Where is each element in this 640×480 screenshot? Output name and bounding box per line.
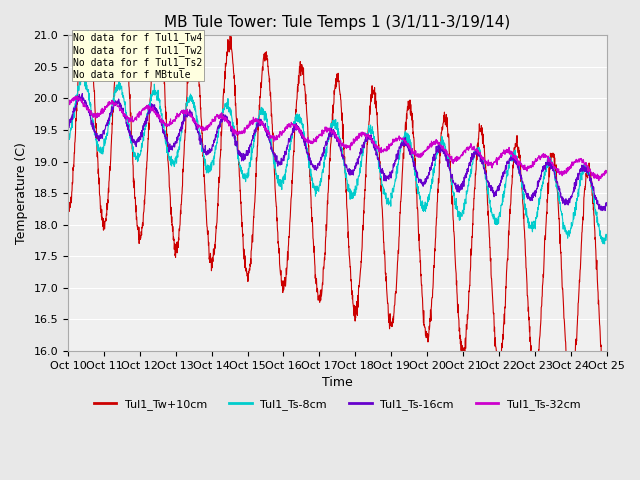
Text: No data for f Tul1_Tw4
No data for f Tul1_Tw2
No data for f Tul1_Ts2
No data for: No data for f Tul1_Tw4 No data for f Tul… (74, 32, 203, 80)
Legend: Tul1_Tw+10cm, Tul1_Ts-8cm, Tul1_Ts-16cm, Tul1_Ts-32cm: Tul1_Tw+10cm, Tul1_Ts-8cm, Tul1_Ts-16cm,… (90, 395, 586, 415)
Title: MB Tule Tower: Tule Temps 1 (3/1/11-3/19/14): MB Tule Tower: Tule Temps 1 (3/1/11-3/19… (164, 15, 511, 30)
X-axis label: Time: Time (322, 376, 353, 389)
Y-axis label: Temperature (C): Temperature (C) (15, 142, 28, 244)
